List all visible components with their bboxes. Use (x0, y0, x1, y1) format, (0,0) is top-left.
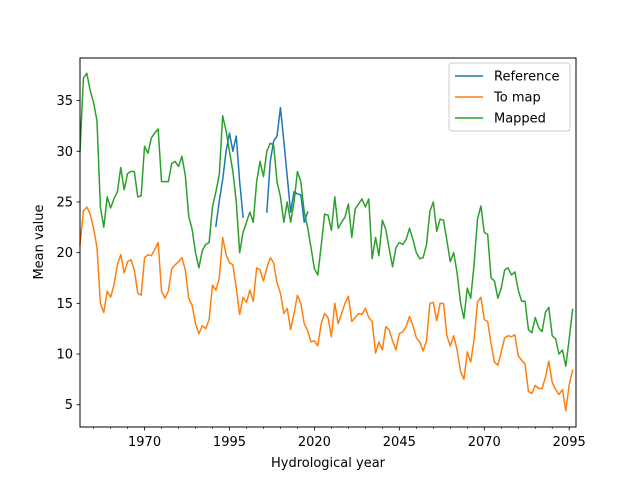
legend-label-1: To map (493, 91, 541, 106)
y-axis-title: Mean value (32, 204, 47, 279)
legend-box (448, 62, 571, 132)
x-tick-label: 2045 (383, 435, 416, 450)
y-axis-ticks: 5 10 15 20 25 30 35 (56, 94, 80, 413)
legend: Reference To map Mapped (448, 62, 571, 132)
y-tick-label: 25 (56, 195, 73, 210)
x-tick-label: 2095 (553, 435, 586, 450)
series-line-1 (79, 206, 574, 412)
plot-frame (79, 57, 577, 428)
x-axis-ticks: 1970 1995 2020 2045 2070 2095 (93, 427, 586, 450)
x-tick-label: 2020 (298, 435, 331, 450)
legend-label-2: Mapped (494, 112, 546, 127)
x-tick-label: 2070 (468, 435, 501, 450)
y-tick-label: 30 (56, 145, 73, 160)
x-tick-label: 1970 (128, 435, 161, 450)
y-tick-label: 35 (56, 94, 73, 109)
y-tick-label: 20 (56, 246, 73, 261)
x-tick-label: 1995 (213, 435, 246, 450)
series-line-0 (215, 106, 309, 228)
plot-lines (79, 72, 574, 412)
x-axis-title: Hydrological year (271, 456, 386, 471)
y-tick-label: 5 (65, 398, 73, 413)
legend-label-0: Reference (494, 70, 559, 85)
series-line-2 (79, 72, 574, 367)
y-tick-label: 15 (56, 297, 73, 312)
y-tick-label: 10 (56, 348, 73, 363)
